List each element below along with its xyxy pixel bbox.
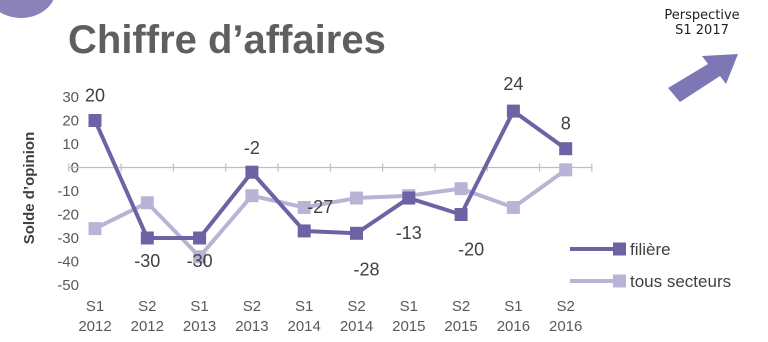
x-tick-label: S1 — [295, 298, 313, 315]
perspective-label: Perspective S1 2017 — [652, 8, 752, 38]
x-tick-label: 2015 — [392, 318, 425, 335]
data-point — [402, 191, 416, 205]
x-tick-label: S2 — [138, 298, 156, 315]
y-tick-label: 30 — [62, 89, 79, 106]
y-tick-label: 10 — [62, 136, 79, 153]
x-tick-label: 2013 — [235, 318, 268, 335]
data-point — [297, 200, 311, 214]
data-point — [245, 189, 259, 203]
page-title: Chiffre d’affaires — [68, 18, 386, 62]
x-tick-label: S2 — [452, 298, 470, 315]
data-point — [350, 191, 363, 205]
x-tick-label: S2 — [347, 298, 365, 315]
legend-label: tous secteurs — [630, 272, 731, 291]
y-tick-label: -30 — [57, 230, 79, 247]
data-point — [559, 163, 573, 177]
data-label: -30 — [134, 251, 160, 271]
data-point — [140, 196, 154, 210]
y-tick-label: -40 — [57, 254, 79, 271]
x-tick-label: S2 — [243, 298, 261, 315]
data-label: -20 — [458, 240, 484, 260]
data-point — [506, 104, 520, 118]
data-point — [193, 231, 207, 245]
data-point — [559, 142, 573, 156]
data-label: 24 — [503, 74, 523, 94]
x-tick-label: 2015 — [444, 318, 477, 335]
x-tick-label: S2 — [557, 298, 575, 315]
data-point — [454, 182, 468, 196]
legend-swatch-marker — [613, 242, 626, 256]
x-tick-label: 2014 — [288, 318, 321, 335]
data-label: -30 — [187, 251, 213, 271]
up-right-arrow-icon — [668, 54, 738, 102]
x-tick-label: S1 — [400, 298, 418, 315]
x-tick-label: 2012 — [131, 318, 164, 335]
data-point — [88, 222, 102, 236]
data-point — [88, 114, 102, 127]
data-point — [506, 200, 520, 214]
legend-label: filière — [630, 240, 671, 259]
x-tick-label: 2013 — [183, 318, 216, 335]
data-label: -13 — [396, 223, 422, 243]
y-tick-label: -50 — [57, 277, 79, 294]
y-tick-label: -20 — [57, 207, 79, 224]
x-tick-label: 2014 — [340, 318, 373, 335]
data-label: -2 — [244, 138, 260, 158]
x-tick-label: S1 — [504, 298, 522, 315]
perspective-line-1: Perspective — [664, 8, 740, 23]
x-tick-label: 2016 — [497, 318, 530, 335]
x-tick-label: 2016 — [549, 318, 582, 335]
y-tick-label: -10 — [57, 183, 79, 200]
perspective-line-2: S1 2017 — [675, 23, 729, 38]
data-point — [193, 250, 207, 264]
x-tick-label: 2012 — [78, 318, 111, 335]
data-label: 8 — [561, 114, 571, 134]
series-line — [93, 109, 567, 240]
data-point — [297, 224, 311, 238]
data-label: 20 — [85, 86, 105, 106]
data-label: -28 — [353, 259, 379, 279]
data-point — [245, 165, 259, 179]
x-tick-label: S1 — [190, 298, 208, 315]
data-point — [454, 208, 468, 221]
data-point — [140, 231, 154, 245]
data-point — [350, 226, 363, 240]
series-line — [94, 168, 567, 259]
y-tick-label: 20 — [62, 113, 79, 130]
legend-swatch-marker — [613, 274, 626, 288]
data-label: -27 — [307, 197, 333, 217]
x-tick-label: S1 — [86, 298, 104, 315]
y-axis-label: Solde d’opinion — [21, 132, 38, 245]
